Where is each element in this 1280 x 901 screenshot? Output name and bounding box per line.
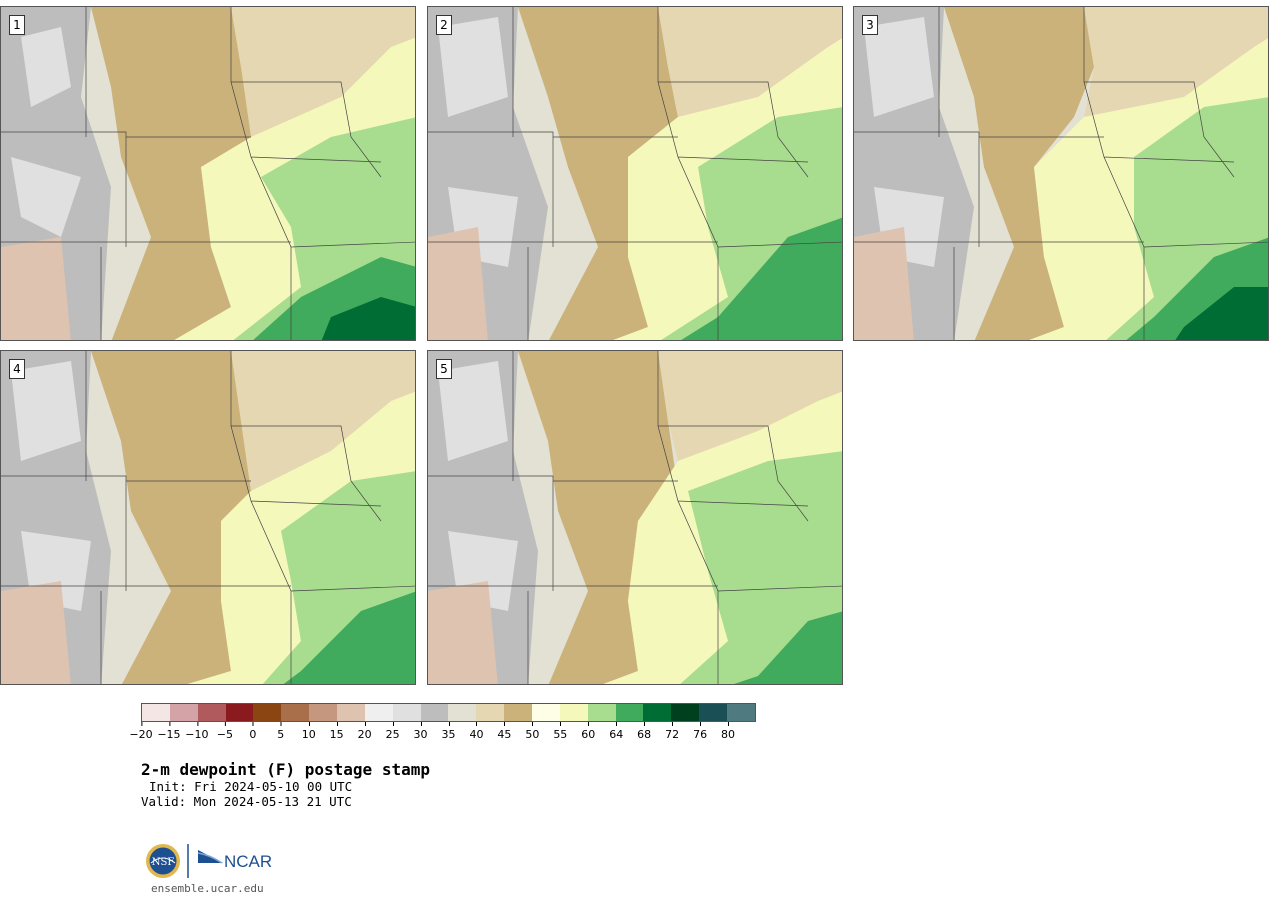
dewpoint-map-1: [1, 7, 415, 340]
panel-label: 5: [436, 359, 452, 379]
ncar-logo-icon: NCAR: [197, 850, 272, 871]
stamp-panel-4[interactable]: 4: [0, 350, 416, 685]
colorbar-swatch: [727, 704, 755, 721]
colorbar-tick-label: 0: [249, 722, 256, 741]
colorbar-ticks: −20 −15 −10 −5 0 5 10 15 20 25 30 35 40 45 50 55 60 64 68 7…: [129, 722, 756, 742]
panel-label: 4: [9, 359, 25, 379]
dewpoint-map-5: [428, 351, 842, 684]
dewpoint-map-4: [1, 351, 415, 684]
colorbar-swatch: [142, 704, 170, 721]
nsf-logo-text: NSF: [152, 857, 175, 868]
colorbar-swatch: [671, 704, 700, 721]
colorbar-tick-label: 5: [277, 722, 284, 741]
colorbar-swatch: [253, 704, 282, 721]
colorbar-tick-label: −15: [157, 722, 181, 741]
colorbar-swatch: [169, 704, 198, 721]
colorbar-tick-label: 72: [665, 722, 679, 741]
colorbar-swatch: [559, 704, 588, 721]
colorbar-swatch: [197, 704, 226, 721]
colorbar-swatch: [504, 704, 533, 721]
stamp-panel-3[interactable]: 3: [853, 6, 1269, 341]
colorbar-tick-label: 15: [330, 722, 344, 741]
colorbar-tick-label: −5: [217, 722, 233, 741]
stamp-panel-2[interactable]: 2: [427, 6, 843, 341]
colorbar-tick-label: 35: [442, 722, 456, 741]
colorbar-swatch: [420, 704, 449, 721]
panel-label: 2: [436, 15, 452, 35]
init-time: Init: Fri 2024-05-10 00 UTC: [149, 779, 353, 794]
colorbar-tick-label: 50: [525, 722, 539, 741]
colorbar-tick-label: 40: [469, 722, 483, 741]
colorbar-tick-label: 25: [386, 722, 400, 741]
nsf-logo-icon: NSF: [146, 844, 180, 878]
colorbar-tick-label: 10: [302, 722, 316, 741]
colorbar-tick-label: −10: [185, 722, 209, 741]
dewpoint-map-3: [854, 7, 1268, 340]
colorbar-tick-label: 60: [581, 722, 595, 741]
colorbar-tick-label: 64: [609, 722, 623, 741]
colorbar-swatch: [643, 704, 672, 721]
colorbar-swatch: [392, 704, 421, 721]
colorbar-tick-label: 80: [721, 722, 735, 741]
colorbar-swatch: [615, 704, 644, 721]
logos: NSF NCAR: [145, 843, 275, 879]
colorbar-swatch: [587, 704, 616, 721]
colorbar-swatch: [448, 704, 477, 721]
stamp-panel-1[interactable]: 1: [0, 6, 416, 341]
colorbar-swatch: [364, 704, 393, 721]
ncar-logo-text: NCAR: [224, 852, 272, 871]
panel-label: 1: [9, 15, 25, 35]
colorbar-swatch: [699, 704, 728, 721]
colorbar-tick-label: 55: [553, 722, 567, 741]
colorbar-swatch: [309, 704, 338, 721]
panel-label: 3: [862, 15, 878, 35]
colorbar-swatch: [281, 704, 310, 721]
colorbar-tick-label: 76: [693, 722, 707, 741]
site-url[interactable]: ensemble.ucar.edu: [151, 882, 264, 895]
colorbar-tick-label: 20: [358, 722, 372, 741]
colorbar-swatch: [476, 704, 505, 721]
stamp-panel-5[interactable]: 5: [427, 350, 843, 685]
colorbar-tick-label: 68: [637, 722, 651, 741]
valid-time: Valid: Mon 2024-05-13 21 UTC: [141, 794, 352, 809]
colorbar-tick-label: 30: [414, 722, 428, 741]
colorbar-swatch: [532, 704, 560, 721]
plot-title: 2-m dewpoint (F) postage stamp: [141, 760, 430, 779]
colorbar-swatch: [225, 704, 254, 721]
colorbar-swatch: [337, 704, 365, 721]
colorbar-tick-label: 45: [497, 722, 511, 741]
colorbar: [141, 703, 756, 722]
dewpoint-map-2: [428, 7, 842, 340]
colorbar-tick-label: −20: [129, 722, 153, 741]
